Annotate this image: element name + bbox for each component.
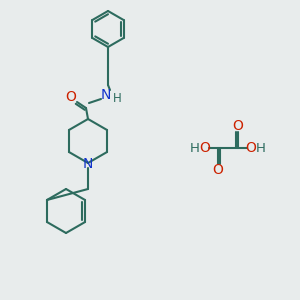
Text: O: O	[66, 90, 76, 104]
Text: N: N	[83, 157, 93, 171]
Text: H: H	[112, 92, 122, 104]
Text: O: O	[246, 141, 256, 155]
Text: N: N	[101, 88, 111, 102]
Text: H: H	[256, 142, 266, 154]
Text: O: O	[200, 141, 210, 155]
Text: H: H	[190, 142, 200, 154]
Text: O: O	[213, 163, 224, 177]
Text: O: O	[232, 119, 243, 133]
